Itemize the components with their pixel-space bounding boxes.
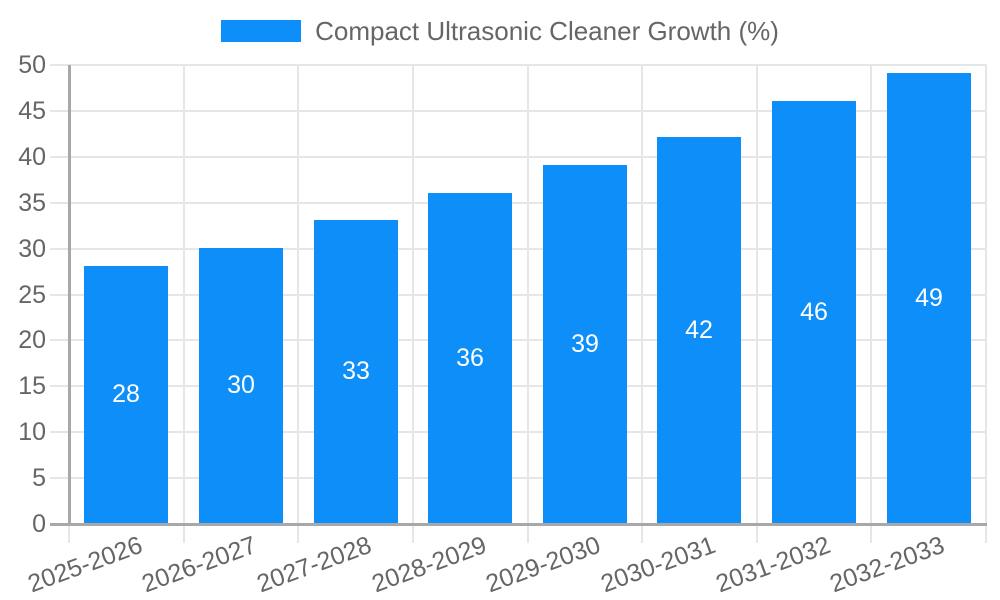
x-gridline — [870, 65, 873, 543]
x-gridline — [297, 65, 300, 543]
y-gridline — [50, 109, 987, 112]
y-tick-label: 50 — [18, 51, 46, 79]
y-tick-label: 30 — [18, 234, 46, 263]
legend-swatch — [221, 20, 302, 42]
bar[interactable]: 42 — [657, 137, 741, 523]
y-gridline — [50, 155, 987, 158]
x-tick-label: 2029-2030 — [482, 531, 605, 599]
bar-value-label: 42 — [685, 315, 713, 344]
x-gridline — [411, 65, 414, 543]
x-gridline — [755, 65, 758, 543]
bar[interactable]: 30 — [199, 248, 283, 523]
x-tick-label: 2025-2026 — [23, 531, 146, 599]
y-gridline — [50, 385, 987, 388]
y-tick-label: 10 — [18, 418, 46, 447]
x-gridline — [182, 65, 185, 543]
x-tick-label: 2030-2031 — [597, 531, 720, 599]
x-tick-label: 2026-2027 — [138, 531, 261, 599]
x-gridline — [985, 65, 987, 543]
bar-value-label: 46 — [800, 297, 828, 326]
bar[interactable]: 36 — [428, 193, 512, 523]
legend-label: Compact Ultrasonic Cleaner Growth (%) — [315, 16, 779, 46]
legend[interactable]: Compact Ultrasonic Cleaner Growth (%) — [0, 16, 1000, 46]
bar-value-label: 28 — [112, 380, 140, 408]
x-axis-tick — [68, 526, 70, 543]
bar-value-label: 49 — [915, 283, 943, 312]
y-tick-label: 40 — [18, 142, 46, 171]
x-tick-label: 2031-2032 — [711, 531, 834, 599]
x-gridline — [641, 65, 644, 543]
x-tick-label: 2028-2029 — [367, 531, 490, 599]
x-axis-line — [50, 523, 987, 526]
x-tick-label: 2032-2033 — [826, 531, 949, 599]
bar-value-label: 33 — [342, 357, 370, 385]
y-axis-line — [68, 65, 71, 524]
bar[interactable]: 33 — [314, 220, 398, 523]
bar-value-label: 39 — [571, 329, 599, 358]
bar-value-label: 36 — [456, 343, 484, 372]
y-tick-label: 5 — [32, 464, 46, 493]
y-tick-label: 45 — [18, 96, 46, 125]
bar[interactable]: 46 — [772, 101, 856, 523]
bar[interactable]: 28 — [84, 266, 168, 523]
y-tick-label: 15 — [18, 372, 46, 401]
x-tick-label: 2027-2028 — [253, 531, 376, 599]
y-gridline — [50, 247, 987, 250]
y-gridline — [50, 64, 987, 66]
x-gridline — [526, 65, 529, 543]
bar[interactable]: 39 — [543, 165, 627, 523]
y-tick-label: 0 — [32, 510, 46, 538]
y-gridline — [50, 201, 987, 204]
y-gridline — [50, 339, 987, 342]
bar[interactable]: 49 — [887, 73, 971, 523]
y-gridline — [50, 293, 987, 296]
y-tick-label: 35 — [18, 188, 46, 217]
y-gridline — [50, 477, 987, 480]
bar-value-label: 30 — [227, 371, 255, 399]
y-gridline — [50, 431, 987, 434]
y-tick-label: 20 — [18, 326, 46, 355]
y-tick-label: 25 — [18, 280, 46, 309]
